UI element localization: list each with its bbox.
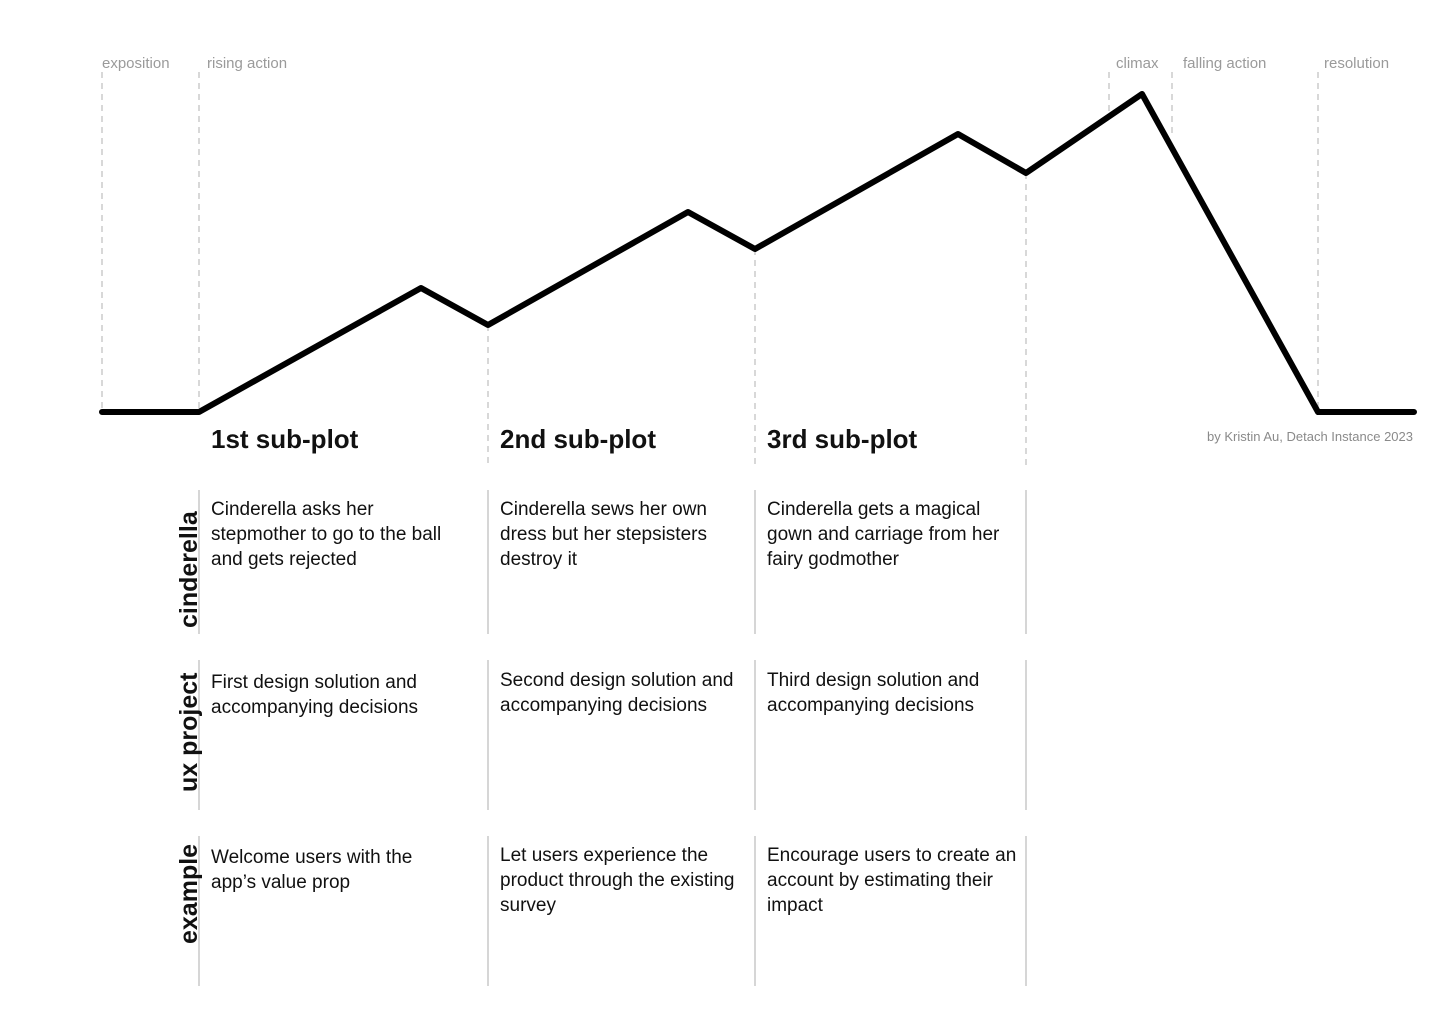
subplot-heading-3: 3rd sub-plot <box>767 424 918 454</box>
subplot-heading-1: 1st sub-plot <box>211 424 359 454</box>
cell-ux-project-subplot-1: First design solution and accompanying d… <box>211 672 419 718</box>
row-label-cinderella: cinderella <box>175 511 203 628</box>
story-arc-line <box>99 91 1417 415</box>
cell-ux-project-subplot-2: Second design solution and accompanying … <box>500 670 734 716</box>
phase-label-rising-action: rising action <box>207 55 288 72</box>
cell-example-subplot-1: Welcome users with the app’s value prop <box>211 847 413 893</box>
phase-label-exposition: exposition <box>102 55 170 72</box>
cell-cinderella-subplot-2: Cinderella sews her own dress but her st… <box>500 499 707 570</box>
row-label-example: example <box>175 843 203 944</box>
cell-example-subplot-3: Encourage users to create an account by … <box>767 845 1017 916</box>
phase-label-resolution: resolution <box>1324 55 1390 72</box>
phase-label-climax: climax <box>1116 55 1159 72</box>
cell-cinderella-subplot-3: Cinderella gets a magical gown and carri… <box>767 499 1000 570</box>
row-label-ux-project: ux project <box>175 672 203 792</box>
cell-cinderella-subplot-1: Cinderella asks her stepmother to go to … <box>211 499 442 570</box>
cell-example-subplot-2: Let users experience the product through… <box>500 845 735 916</box>
subplot-heading-2: 2nd sub-plot <box>500 424 656 454</box>
credit-text: by Kristin Au, Detach Instance 2023 <box>1207 429 1413 444</box>
cell-ux-project-subplot-3: Third design solution and accompanying d… <box>767 670 980 716</box>
table-grid <box>198 490 1027 986</box>
phase-label-falling-action: falling action <box>1183 55 1267 72</box>
